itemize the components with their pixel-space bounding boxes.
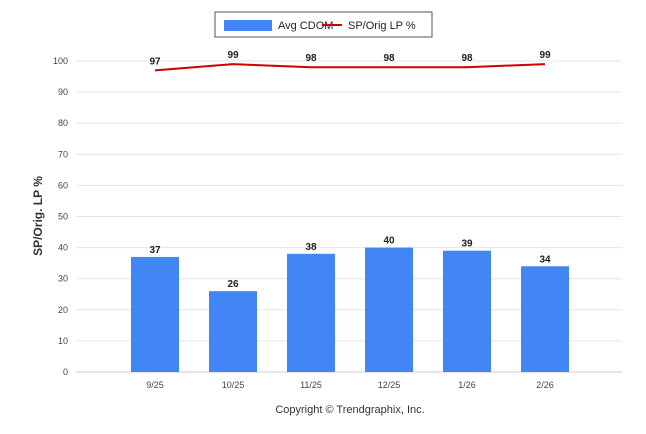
x-tick-label: 1/26	[458, 380, 476, 390]
y-axis-ticks: 0 10 20 30 40 50 60 70 80 90 100	[53, 56, 68, 377]
bar	[443, 250, 491, 372]
bar-data-label: 40	[383, 236, 395, 247]
line-data-label: 97	[149, 56, 161, 67]
y-tick-label: 30	[58, 274, 68, 284]
y-tick-label: 20	[58, 305, 68, 315]
y-tick-label: 50	[58, 212, 68, 222]
legend: Avg CDOM SP/Orig LP %	[214, 11, 433, 38]
bar	[131, 256, 179, 372]
x-axis-ticks: 9/25 10/25 11/25 12/25 1/26 2/26	[146, 380, 554, 390]
bar-series	[131, 247, 569, 372]
y-tick-label: 10	[58, 336, 68, 346]
line-data-label: 99	[539, 50, 551, 61]
x-tick-label: 11/25	[300, 380, 322, 390]
y-tick-label: 70	[58, 149, 68, 159]
bar-data-label: 39	[461, 239, 473, 250]
line-data-label: 98	[461, 53, 473, 64]
x-tick-label: 12/25	[378, 380, 401, 390]
y-tick-label: 100	[53, 56, 68, 66]
bar	[365, 247, 413, 372]
bar-data-label: 34	[539, 254, 551, 265]
bar	[287, 253, 335, 372]
bar-data-label: 26	[227, 279, 239, 290]
copyright-text: Copyright © Trendgraphix, Inc.	[275, 404, 424, 416]
y-tick-label: 90	[58, 87, 68, 97]
y-tick-label: 0	[63, 367, 68, 377]
line-series	[154, 63, 546, 72]
y-tick-label: 80	[58, 118, 68, 128]
y-axis-title: SP/Orig. LP %	[31, 176, 45, 256]
bar	[521, 266, 569, 372]
bar-data-label: 37	[149, 245, 161, 256]
y-tick-label: 60	[58, 180, 68, 190]
x-tick-label: 9/25	[146, 380, 164, 390]
legend-swatch-bar	[224, 20, 272, 31]
x-tick-label: 2/26	[536, 380, 554, 390]
line-data-label: 98	[383, 53, 395, 64]
y-tick-label: 40	[58, 243, 68, 253]
line-data-labels: 97 99 98 98 98 99	[149, 50, 551, 67]
line-data-label: 98	[305, 53, 317, 64]
line-data-label: 99	[227, 50, 239, 61]
bar-data-label: 38	[305, 242, 317, 253]
x-tick-label: 10/25	[222, 380, 245, 390]
legend-label-line: SP/Orig LP %	[348, 20, 416, 32]
legend-label-bar: Avg CDOM	[278, 20, 333, 32]
line-path	[154, 63, 546, 72]
bar-data-labels: 37 26 38 40 39 34	[149, 236, 551, 291]
bar	[209, 291, 257, 372]
